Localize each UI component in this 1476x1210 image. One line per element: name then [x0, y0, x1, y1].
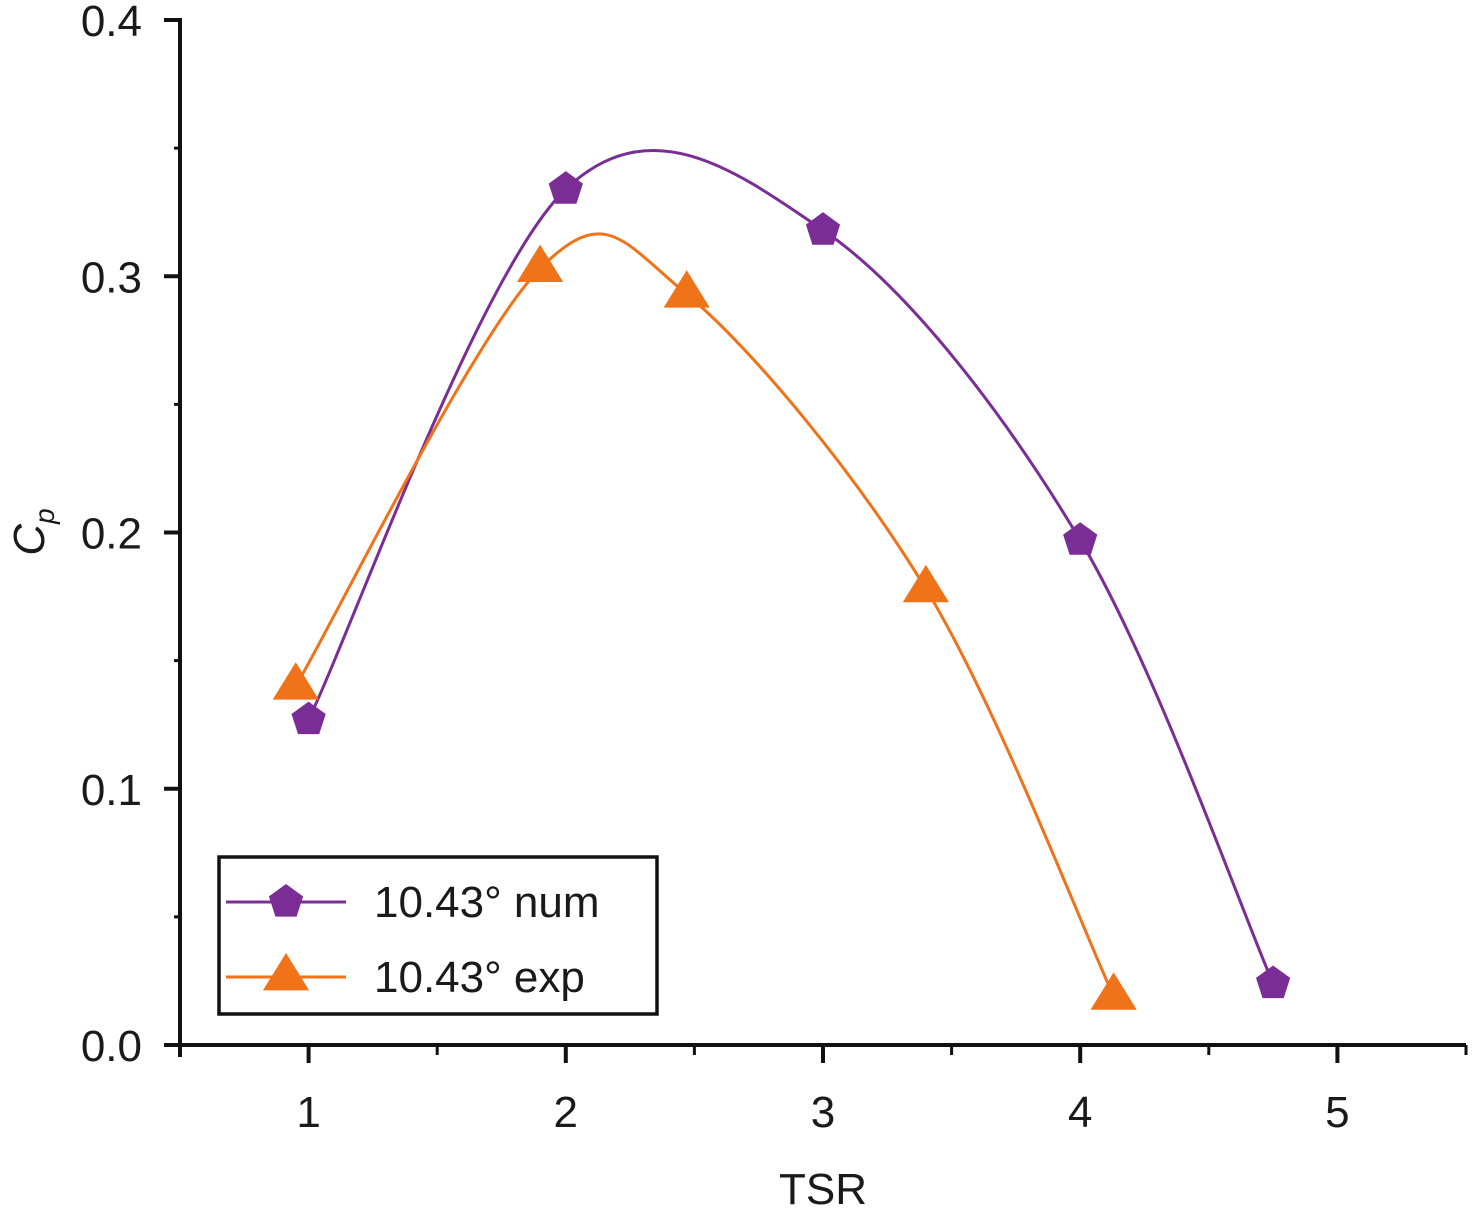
data-point-num	[1063, 522, 1098, 555]
series-num	[291, 149, 1291, 999]
x-tick-label: 5	[1325, 1088, 1349, 1137]
legend-marker-exp	[262, 953, 310, 991]
series-exp	[272, 232, 1137, 1010]
data-point-num	[1256, 965, 1291, 999]
data-point-exp	[1090, 972, 1137, 1010]
legend-label-exp: 10.43° exp	[374, 953, 585, 1002]
data-point-num	[548, 171, 583, 204]
x-tick-label: 1	[296, 1088, 320, 1137]
y-axis-title-sub: p	[29, 508, 60, 525]
legend: 10.43° num 10.43° exp	[217, 855, 659, 1016]
series-layer	[272, 149, 1291, 1010]
axes: 0.0 0.1 0.2 0.3 0.4 1 2 3 4 5	[81, 0, 1468, 1137]
data-point-exp	[663, 270, 710, 308]
y-tick-label: 0.2	[81, 510, 142, 559]
data-point-exp	[272, 662, 319, 700]
y-tick-label: 0.4	[81, 0, 142, 46]
y-axis-title: Cp	[5, 508, 60, 555]
x-tick-label: 4	[1068, 1088, 1092, 1137]
legend-marker-num	[268, 884, 304, 917]
y-tick-label: 0.1	[81, 766, 142, 815]
data-point-exp	[516, 244, 564, 282]
legend-entry-exp	[226, 953, 346, 991]
x-axis-title: TSR	[779, 1165, 867, 1210]
x-tick-label: 3	[811, 1088, 835, 1137]
x-ticks: 1 2 3 4 5	[178, 1045, 1468, 1137]
y-tick-label: 0.3	[81, 253, 142, 302]
x-tick-label: 2	[554, 1088, 578, 1137]
data-point-num	[291, 701, 326, 735]
y-axis-title-main: C	[5, 523, 54, 556]
data-point-exp	[902, 564, 949, 603]
legend-label-num: 10.43° num	[374, 878, 600, 927]
y-ticks: 0.0 0.1 0.2 0.3 0.4	[81, 0, 180, 1071]
data-point-num	[805, 212, 841, 245]
legend-entry-num	[226, 884, 346, 917]
svg-text:Cp: Cp	[5, 508, 60, 555]
y-tick-label: 0.0	[81, 1022, 142, 1071]
